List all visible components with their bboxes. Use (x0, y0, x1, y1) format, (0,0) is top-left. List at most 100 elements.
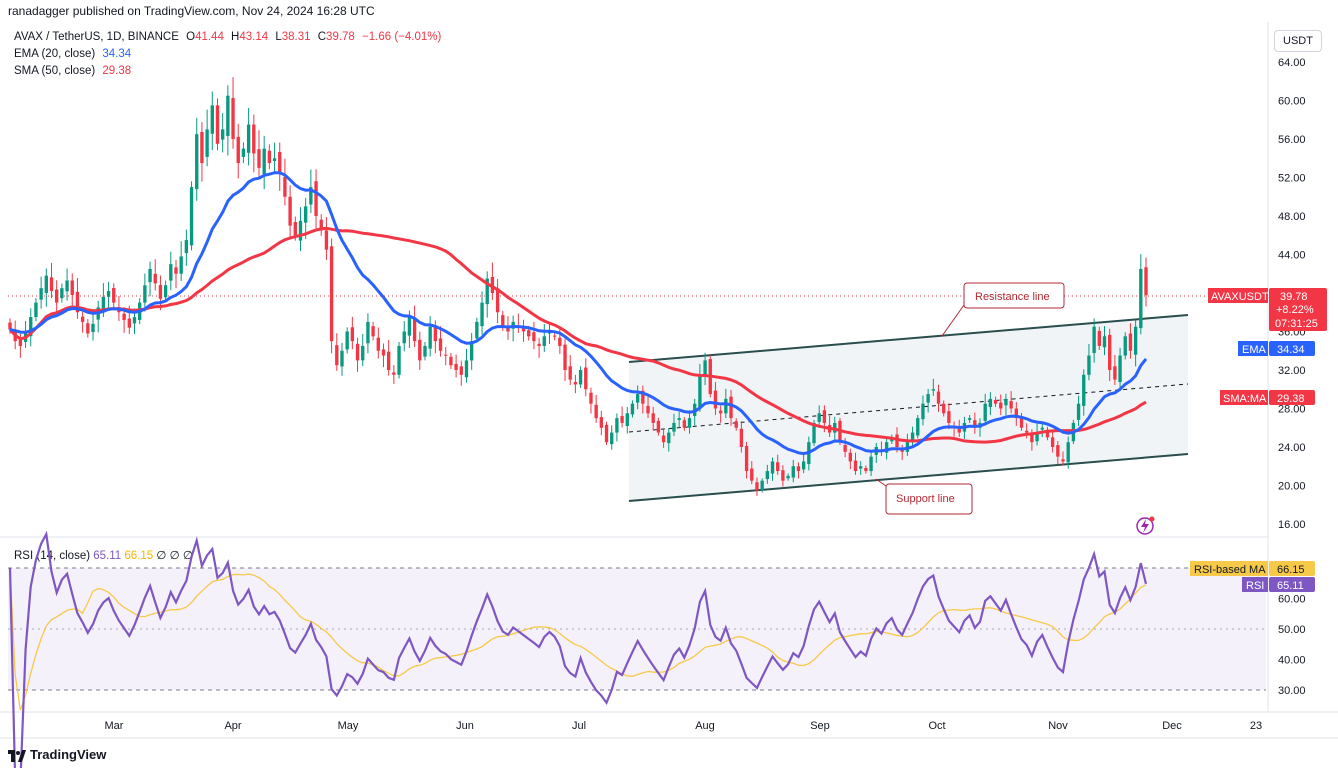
rsi-line[interactable] (8, 530, 1148, 768)
candle-body[interactable] (454, 363, 458, 370)
candle-body[interactable] (1123, 336, 1127, 356)
candle-body[interactable] (60, 288, 64, 299)
candle-body[interactable] (786, 475, 790, 479)
candle-body[interactable] (44, 275, 48, 293)
ema-line[interactable] (9, 171, 1148, 456)
candle-body[interactable] (537, 343, 541, 346)
candle-body[interactable] (931, 389, 936, 391)
candle-body[interactable] (532, 332, 536, 342)
mid-trendline[interactable] (628, 383, 1189, 433)
candle-body[interactable] (765, 471, 770, 480)
candle-body[interactable] (635, 394, 640, 403)
candle-body[interactable] (1128, 333, 1133, 351)
candle-body[interactable] (262, 148, 266, 174)
candle-body[interactable] (812, 422, 816, 444)
candle-body[interactable] (936, 391, 941, 404)
candle-body[interactable] (402, 331, 406, 344)
candle-body[interactable] (869, 456, 873, 472)
candle-body[interactable] (91, 323, 95, 333)
candle-body[interactable] (252, 124, 256, 154)
candle-body[interactable] (278, 152, 282, 173)
candle-body[interactable] (184, 240, 189, 254)
candle-body[interactable] (1035, 432, 1039, 442)
candle-body[interactable] (86, 323, 90, 334)
candle-body[interactable] (340, 350, 344, 367)
candle-body[interactable] (143, 285, 147, 303)
candle-body[interactable] (521, 328, 526, 332)
candle-body[interactable] (729, 396, 733, 419)
candle-body[interactable] (703, 360, 707, 377)
candle-body[interactable] (1025, 430, 1029, 433)
candle-body[interactable] (1066, 442, 1070, 463)
candle-body[interactable] (495, 288, 500, 313)
candle-body[interactable] (200, 132, 204, 164)
candle-body[interactable] (210, 105, 214, 134)
candle-body[interactable] (910, 432, 915, 441)
candle-body[interactable] (174, 267, 178, 274)
candle-body[interactable] (158, 284, 163, 299)
candle-body[interactable] (687, 418, 692, 428)
candle-body[interactable] (345, 331, 349, 350)
resistance-callout[interactable]: Resistance line (941, 282, 1065, 337)
time-axis[interactable]: Mar Apr May Jun Jul Aug Sep Oct Nov Dec 23 (105, 720, 1263, 732)
candle-body[interactable] (1030, 433, 1034, 443)
support-callout[interactable]: Support line (875, 478, 973, 515)
candle-body[interactable] (49, 277, 54, 292)
candle-body[interactable] (817, 413, 821, 422)
candle-body[interactable] (153, 273, 157, 284)
candle-body[interactable] (371, 326, 375, 337)
candle-body[interactable] (630, 403, 635, 415)
candle-body[interactable] (527, 330, 531, 337)
candle-body[interactable] (241, 148, 246, 157)
candle-body[interactable] (179, 256, 183, 274)
candle-body[interactable] (916, 418, 920, 436)
candle-body[interactable] (444, 354, 448, 356)
candle-body[interactable] (988, 398, 993, 407)
support-trendline[interactable] (628, 453, 1189, 502)
candle-body[interactable] (796, 466, 801, 472)
candle-body[interactable] (1097, 330, 1101, 346)
candle-body[interactable] (231, 98, 235, 139)
candle-body[interactable] (397, 345, 401, 375)
candle-body[interactable] (776, 462, 780, 472)
candle-body[interactable] (1118, 355, 1122, 383)
candle-body[interactable] (1056, 445, 1060, 457)
candle-body[interactable] (713, 390, 718, 409)
candle-body[interactable] (288, 196, 292, 226)
candle-body[interactable] (122, 313, 126, 320)
candle-body[interactable] (423, 345, 427, 357)
candle-body[interactable] (993, 399, 998, 404)
candle-body[interactable] (283, 176, 287, 197)
candle-body[interactable] (8, 322, 12, 330)
candle-body[interactable] (1113, 366, 1117, 380)
candle-body[interactable] (739, 428, 744, 447)
candle-body[interactable] (101, 296, 106, 311)
candle-body[interactable] (1092, 326, 1096, 353)
candle-body[interactable] (973, 420, 977, 428)
candle-body[interactable] (257, 149, 261, 168)
candle-body[interactable] (112, 287, 116, 303)
candle-body[interactable] (475, 321, 479, 339)
candle-body[interactable] (407, 317, 412, 336)
candle-body[interactable] (39, 288, 43, 300)
candle-body[interactable] (760, 480, 764, 491)
candle-body[interactable] (226, 95, 230, 136)
candle-body[interactable] (355, 343, 360, 361)
candle-body[interactable] (656, 420, 661, 433)
candle-body[interactable] (65, 280, 69, 292)
candle-body[interactable] (604, 424, 609, 443)
candle-body[interactable] (563, 344, 567, 370)
candle-body[interactable] (584, 367, 588, 390)
sma-legend[interactable]: SMA (50, close) 29.38 (14, 65, 135, 77)
candle-body[interactable] (106, 291, 111, 297)
candle-body[interactable] (459, 366, 463, 375)
rsi-axis[interactable]: 30.00 40.00 50.00 60.00 (1278, 594, 1306, 698)
candle-body[interactable] (568, 366, 572, 380)
candle-body[interactable] (594, 404, 598, 419)
candle-body[interactable] (781, 470, 785, 481)
candle-body[interactable] (921, 403, 925, 420)
resistance-trendline[interactable] (628, 314, 1189, 363)
candle-body[interactable] (651, 413, 655, 423)
alert-lightning-icon[interactable] (1136, 516, 1155, 535)
